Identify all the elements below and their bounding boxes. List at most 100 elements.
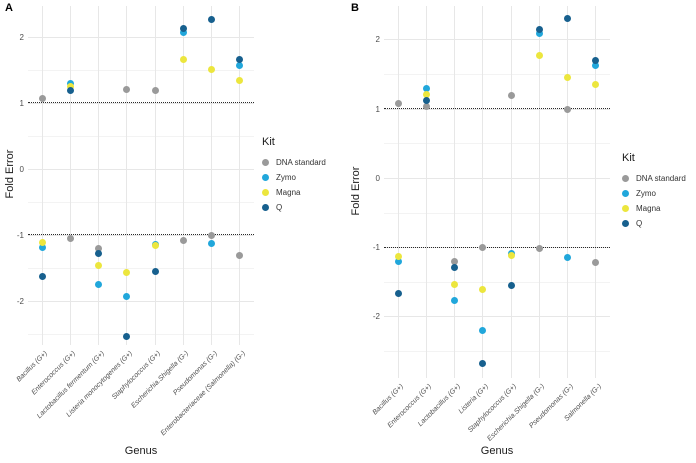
category-gridline [567, 6, 569, 378]
panel-a-x-axis-title: Genus [124, 445, 158, 457]
data-point [479, 359, 487, 367]
minor-gridline [28, 267, 254, 269]
data-point [507, 281, 515, 289]
x-tick-label: Enterobacteriaceae (Salmonella) (G-) [159, 350, 247, 438]
legend-item-label: Zymo [276, 173, 296, 182]
data-point [535, 30, 543, 37]
minor-gridline [384, 281, 610, 283]
data-point [38, 243, 46, 251]
panel-a-label: A [5, 2, 13, 14]
minor-gridline [28, 69, 254, 71]
minor-gridline [384, 351, 610, 353]
x-tick-label: Salmonella (G-) [563, 383, 603, 423]
data-point [422, 97, 430, 105]
x-tick-label: Enterococcus (G+) [30, 350, 78, 397]
minor-gridline [384, 212, 610, 214]
category-gridline [425, 6, 427, 378]
major-gridline [384, 177, 610, 179]
reference-line [384, 108, 610, 109]
x-tick-label: Listeria monocytogenes (G+) [65, 350, 134, 419]
reference-line [28, 234, 254, 236]
dna-standard-dot-icon [622, 175, 629, 182]
category-gridline [154, 6, 156, 345]
data-point [592, 80, 600, 88]
data-point [95, 249, 103, 257]
legend-item-dna-standard: DNA standard [262, 155, 326, 170]
data-point [535, 25, 543, 33]
y-tick-label: -2 [16, 296, 24, 306]
data-point [592, 258, 600, 266]
data-point [422, 84, 430, 92]
data-point [479, 327, 487, 335]
legend-title: Kit [262, 136, 275, 148]
data-point [394, 258, 402, 265]
x-tick-label: Staphylococcus (G+) [111, 350, 163, 402]
dna-standard-dot-icon [262, 159, 269, 166]
data-point [394, 253, 402, 261]
legend-item-magna: Magna [262, 185, 326, 200]
x-tick-label: Lactobacillus (G+) [416, 383, 462, 428]
data-point [236, 55, 244, 63]
category-gridline [41, 6, 43, 345]
major-gridline [28, 36, 254, 38]
panel-b-y-axis-title: Fold Error [350, 166, 362, 216]
data-point [451, 263, 459, 271]
data-point [564, 74, 572, 82]
y-tick-label: 2 [375, 35, 380, 45]
data-point [208, 239, 216, 247]
zymo-dot-icon [262, 174, 269, 181]
data-point [123, 293, 131, 301]
legend-item-label: DNA standard [636, 174, 686, 183]
major-gridline [384, 39, 610, 41]
data-point [151, 241, 159, 249]
y-tick-label: 2 [19, 32, 24, 42]
legend-item-label: Magna [276, 188, 301, 197]
category-gridline [239, 6, 241, 345]
data-point [507, 252, 515, 260]
data-point [38, 94, 46, 102]
data-point [564, 15, 572, 23]
y-tick-label: -2 [372, 312, 380, 322]
data-point [451, 258, 459, 265]
data-point [123, 86, 131, 93]
category-gridline [211, 6, 213, 345]
data-point [535, 244, 543, 252]
y-tick-label: 1 [19, 98, 24, 108]
q-dot-icon [262, 204, 269, 211]
major-gridline [28, 168, 254, 170]
major-gridline [28, 102, 254, 104]
data-point [564, 105, 572, 113]
data-point [66, 235, 74, 243]
data-point [38, 272, 46, 280]
legend-item-dna-standard: DNA standard [622, 171, 686, 186]
x-tick-label: Staphylococcus (G+) [467, 383, 519, 435]
data-point [179, 237, 187, 245]
data-point [507, 91, 515, 99]
legend-title: Kit [622, 152, 635, 164]
data-point [507, 250, 515, 258]
category-gridline [538, 6, 540, 378]
q-dot-icon [622, 220, 629, 227]
legend-item-label: DNA standard [276, 158, 326, 167]
category-gridline [510, 6, 512, 378]
legend-item-zymo: Zymo [622, 186, 686, 201]
data-point [592, 57, 600, 64]
data-point [535, 52, 543, 60]
category-gridline [482, 6, 484, 378]
legend-item-q: Q [622, 216, 686, 231]
x-tick-label: Escherichia.Shigella (G-) [130, 350, 191, 410]
x-tick-label: Enterococcus (G+) [386, 383, 434, 430]
y-tick-label: 1 [375, 104, 380, 114]
zymo-dot-icon [622, 190, 629, 197]
panel-a-kit-legend: Kit DNA standard Zymo Magna Q [262, 136, 326, 215]
major-gridline [384, 316, 610, 318]
major-gridline [384, 108, 610, 110]
data-point [236, 61, 244, 69]
panel-b-label: B [351, 2, 359, 14]
category-gridline [98, 6, 100, 345]
minor-gridline [28, 135, 254, 137]
data-point [151, 240, 159, 248]
legend-item-label: Q [636, 219, 643, 228]
data-point [479, 286, 487, 294]
